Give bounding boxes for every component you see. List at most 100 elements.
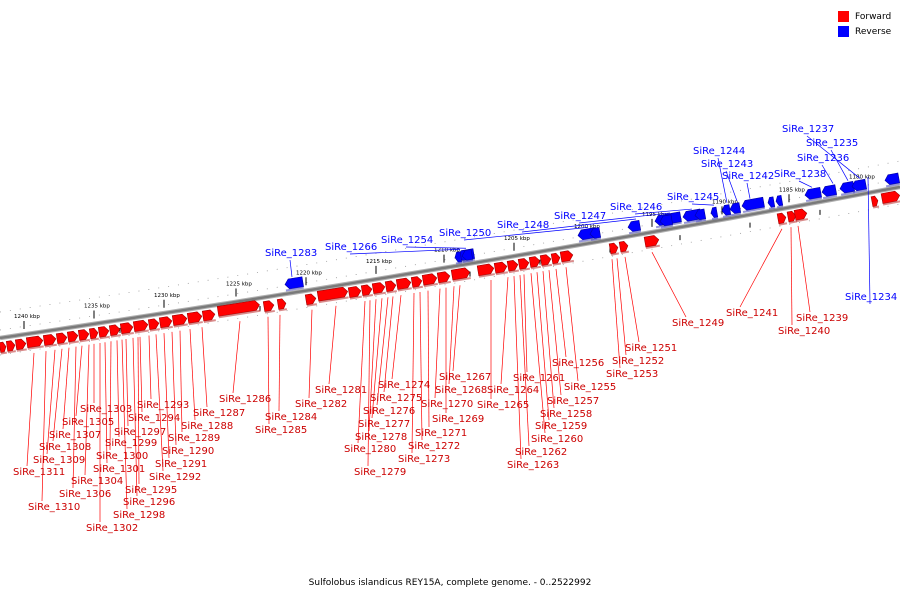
gene-forward-block	[384, 280, 398, 294]
label-sire-1259: SiRe_1259	[535, 421, 587, 432]
gene-forward-block	[793, 208, 809, 223]
gene-forward-block-shape	[410, 276, 423, 288]
gene-sire-1236-shape	[821, 184, 838, 197]
label-sire-1250: SiRe_1250	[439, 228, 491, 239]
tick-label: 1220 kbp	[296, 270, 322, 276]
gene-forward-block-shadow	[610, 252, 620, 256]
gene-forward-block-shape	[793, 208, 808, 221]
gene-forward-block	[347, 286, 362, 300]
label-sire-1272: SiRe_1272	[408, 441, 460, 452]
gene-forward-block-shadow	[495, 271, 509, 276]
gene-forward-block-shape	[786, 210, 797, 223]
gene-forward-block-shape	[608, 242, 619, 255]
gene-reverse-block-shape	[659, 214, 674, 227]
connector-sire-1237	[806, 135, 861, 179]
tick-label: 1215 kbp	[366, 259, 392, 265]
gene-sire-1242	[741, 196, 765, 213]
label-sire-1249: SiRe_1249	[672, 318, 724, 329]
gene-forward-block	[643, 235, 661, 250]
gene-sire-1235-shadow	[840, 191, 856, 196]
gene-forward-block-shadow	[397, 287, 412, 292]
gene-forward-block-shape	[186, 311, 203, 324]
label-sire-1246: SiRe_1246	[610, 202, 662, 213]
track-upper-dots	[0, 160, 900, 313]
connector-sire-1279	[367, 300, 371, 467]
label-sire-1252: SiRe_1252	[612, 356, 664, 367]
gene-forward-block-shape	[528, 256, 541, 268]
connector-sire-1274	[391, 295, 402, 380]
label-sire-1287: SiRe_1287	[193, 408, 245, 419]
gene-forward-block	[55, 332, 68, 346]
gene-forward-block-shadow	[79, 338, 90, 343]
gene-forward-block	[97, 326, 110, 340]
connector-sire-1238	[798, 180, 813, 188]
gene-forward-block	[517, 258, 531, 272]
connector-sire-1259	[536, 272, 550, 421]
label-sire-1247: SiRe_1247	[554, 211, 606, 222]
gene-forward-block-shape	[384, 280, 397, 293]
gene-forward-block-shadow	[788, 220, 798, 224]
forward-swatch	[838, 11, 849, 22]
connector-sire-1291	[163, 333, 170, 459]
gene-sire-1238-shape	[804, 186, 822, 200]
gene-features	[0, 172, 900, 355]
label-sire-1265: SiRe_1265	[477, 400, 529, 411]
gene-forward-block-shadow	[149, 328, 160, 332]
gene-forward-block-shape	[550, 252, 561, 265]
gene-forward-block	[528, 256, 542, 270]
gene-forward-block-shape	[0, 341, 7, 353]
gene-forward-block-shape	[517, 258, 530, 270]
connector-sire-1307	[62, 347, 70, 430]
gene-forward-block-shadow	[386, 290, 398, 294]
connector-sire-1242	[746, 182, 751, 199]
label-sire-1258: SiRe_1258	[540, 409, 592, 420]
label-sire-1244: SiRe_1244	[693, 146, 745, 157]
gene-sire-1238-shadow	[805, 197, 823, 203]
gene-forward-block-shadow	[645, 244, 661, 250]
label-sire-1310: SiRe_1310	[28, 502, 80, 513]
gene-sire-1244	[721, 204, 732, 218]
connector-sire-1301	[104, 342, 108, 464]
connector-sire-1285	[267, 316, 270, 425]
gene-forward-block	[559, 250, 575, 264]
connector-sire-1247	[578, 212, 671, 224]
label-sire-1257: SiRe_1257	[547, 396, 599, 407]
label-sire-1277: SiRe_1277	[358, 419, 410, 430]
label-sire-1263: SiRe_1263	[507, 460, 559, 471]
gene-labels: SiRe_1234 SiRe_1235 SiRe_1236 SiRe_1237 SiRe…	[13, 124, 897, 534]
label-sire-1291: SiRe_1291	[155, 459, 207, 470]
label-sire-1308: SiRe_1308	[39, 442, 91, 453]
label-sire-1279: SiRe_1279	[354, 467, 406, 478]
gene-forward-block-shadow	[778, 222, 788, 226]
gene-reverse-block	[589, 227, 602, 242]
label-sire-1273: SiRe_1273	[398, 454, 450, 465]
connector-sire-1288	[189, 329, 196, 421]
label-sire-1296: SiRe_1296	[123, 497, 175, 508]
label-sire-1275: SiRe_1275	[370, 393, 422, 404]
gene-forward-block	[450, 267, 471, 282]
label-sire-1237: SiRe_1237	[782, 124, 834, 135]
gene-reverse-block-shadow	[590, 237, 602, 242]
connector-sire-1278	[368, 299, 377, 432]
gene-forward-block-shape	[216, 300, 260, 317]
legend-forward-label: Forward	[855, 11, 892, 22]
gene-forward-block	[539, 254, 553, 268]
legend: Forward Reverse	[838, 9, 891, 39]
gene-forward-block-shadow	[278, 308, 288, 312]
label-sire-1285: SiRe_1285	[255, 425, 307, 436]
connector-sire-1310	[41, 351, 47, 502]
label-sire-1256: SiRe_1256	[552, 358, 604, 369]
gene-forward-block-shape	[147, 318, 160, 330]
gene-forward-block-shadow	[90, 337, 99, 341]
gene-forward-block	[436, 271, 451, 285]
connector-sire-1249	[651, 251, 687, 318]
gene-forward-block-shadow	[872, 205, 880, 209]
label-sire-1248: SiRe_1248	[497, 220, 549, 231]
connector-sire-1309	[46, 349, 56, 455]
connector-sire-1305	[75, 345, 83, 417]
label-sire-1234: SiRe_1234	[845, 292, 897, 303]
gene-forward-block	[88, 327, 99, 341]
genome-caption: Sulfolobus islandicus REY15A, complete g…	[308, 578, 592, 588]
label-sire-1311: SiRe_1311	[13, 467, 65, 478]
gene-sire-1235-shape	[839, 181, 856, 194]
